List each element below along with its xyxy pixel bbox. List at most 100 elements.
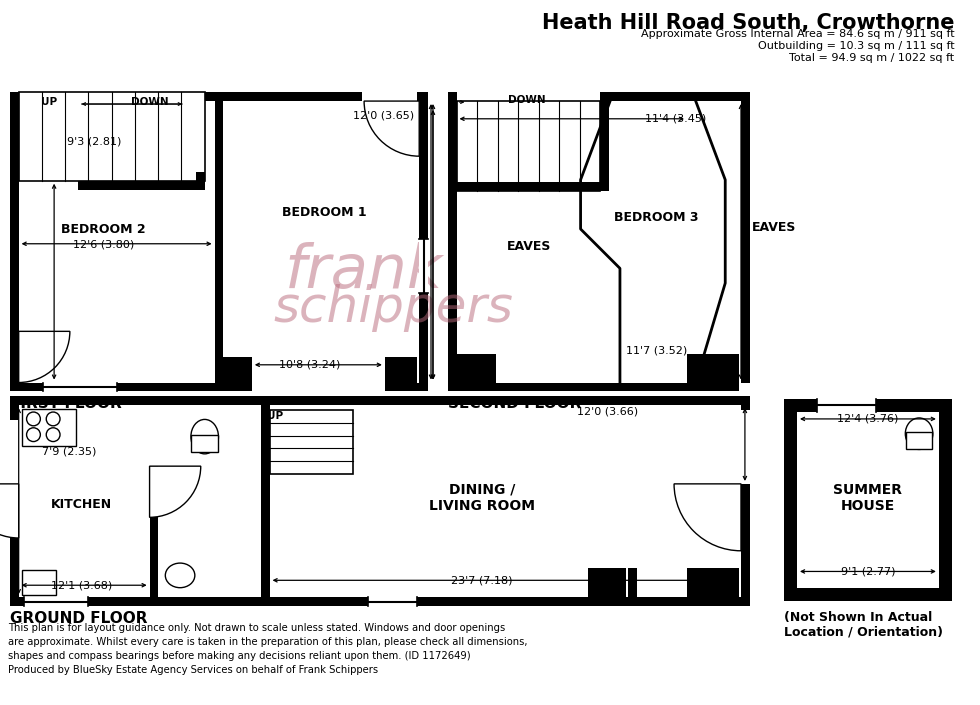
Bar bbox=[10, 92, 428, 391]
Bar bbox=[448, 182, 457, 190]
Bar bbox=[601, 101, 610, 190]
Text: 9'3 (2.81): 9'3 (2.81) bbox=[67, 137, 122, 147]
Bar bbox=[784, 399, 952, 601]
Bar bbox=[252, 383, 385, 391]
Bar bbox=[739, 383, 768, 391]
Bar bbox=[19, 180, 205, 190]
Text: 12'6 (3.80): 12'6 (3.80) bbox=[73, 240, 134, 250]
Text: This plan is for layout guidance only. Not drawn to scale unless stated. Windows: This plan is for layout guidance only. N… bbox=[8, 623, 527, 675]
Bar bbox=[19, 180, 77, 190]
Bar bbox=[24, 597, 87, 606]
Bar bbox=[457, 92, 601, 101]
Text: EAVES: EAVES bbox=[508, 240, 552, 253]
Bar bbox=[687, 354, 739, 391]
Bar bbox=[419, 239, 428, 293]
Bar bbox=[784, 399, 797, 601]
Text: DOWN: DOWN bbox=[508, 95, 545, 105]
Wedge shape bbox=[19, 331, 70, 383]
Bar bbox=[628, 568, 637, 606]
Bar bbox=[19, 331, 22, 333]
Bar bbox=[222, 357, 252, 391]
Bar bbox=[385, 357, 417, 391]
Bar bbox=[368, 597, 417, 606]
Text: 23'7 (7.18): 23'7 (7.18) bbox=[452, 575, 513, 585]
Bar bbox=[784, 588, 952, 601]
Text: SECOND FLOOR: SECOND FLOOR bbox=[448, 396, 581, 411]
Bar bbox=[457, 101, 601, 190]
Bar bbox=[448, 92, 457, 391]
Bar bbox=[448, 383, 750, 391]
Bar bbox=[19, 92, 205, 180]
Text: 11'4 (3.45): 11'4 (3.45) bbox=[645, 114, 706, 124]
Text: DOWN: DOWN bbox=[130, 97, 169, 107]
Bar bbox=[741, 92, 750, 391]
Bar bbox=[457, 182, 601, 190]
Bar bbox=[448, 92, 486, 101]
Ellipse shape bbox=[166, 563, 195, 588]
Bar bbox=[270, 410, 353, 474]
Bar bbox=[588, 568, 626, 606]
Bar bbox=[10, 101, 19, 180]
Wedge shape bbox=[150, 466, 201, 517]
Text: FIRST FLOOR: FIRST FLOOR bbox=[10, 396, 122, 411]
Bar bbox=[10, 383, 428, 391]
Text: BEDROOM 1: BEDROOM 1 bbox=[282, 206, 368, 219]
Text: 7'9 (2.35): 7'9 (2.35) bbox=[42, 446, 97, 456]
Bar bbox=[150, 421, 159, 606]
Bar bbox=[363, 92, 417, 101]
Bar bbox=[448, 92, 750, 101]
Bar bbox=[448, 354, 496, 391]
Text: schippers: schippers bbox=[273, 283, 514, 332]
Bar bbox=[261, 396, 270, 606]
Circle shape bbox=[26, 412, 40, 426]
Bar bbox=[448, 92, 750, 391]
Bar bbox=[687, 568, 739, 606]
Text: 9'1 (2.77): 9'1 (2.77) bbox=[841, 566, 895, 577]
Bar bbox=[741, 396, 750, 606]
Text: (Not Shown In Actual
Location / Orientation): (Not Shown In Actual Location / Orientat… bbox=[784, 611, 944, 639]
Bar bbox=[10, 597, 750, 606]
Bar bbox=[43, 383, 117, 391]
Text: 10'8 (3.24): 10'8 (3.24) bbox=[279, 360, 341, 370]
Bar bbox=[10, 396, 750, 405]
Text: BEDROOM 3: BEDROOM 3 bbox=[614, 211, 699, 223]
Text: Approximate Gross Internal Area = 84.6 sq m / 911 sq ft: Approximate Gross Internal Area = 84.6 s… bbox=[641, 29, 955, 39]
Bar bbox=[196, 172, 205, 180]
Text: UP: UP bbox=[268, 411, 283, 421]
Text: Total = 94.9 sq m / 1022 sq ft: Total = 94.9 sq m / 1022 sq ft bbox=[790, 53, 955, 63]
Ellipse shape bbox=[191, 419, 219, 454]
Text: 12'1 (3.68): 12'1 (3.68) bbox=[51, 580, 113, 590]
Bar bbox=[10, 92, 428, 101]
Text: BEDROOM 2: BEDROOM 2 bbox=[61, 223, 146, 235]
Circle shape bbox=[26, 428, 40, 441]
Bar bbox=[10, 92, 19, 391]
Bar bbox=[784, 399, 952, 412]
Text: 12'4 (3.76): 12'4 (3.76) bbox=[837, 414, 899, 424]
Text: UP: UP bbox=[41, 97, 57, 107]
Text: Heath Hill Road South, Crowthorne: Heath Hill Road South, Crowthorne bbox=[542, 13, 955, 32]
Bar bbox=[741, 410, 750, 484]
Bar bbox=[22, 570, 56, 595]
Text: 12'0 (3.66): 12'0 (3.66) bbox=[576, 406, 638, 416]
Bar bbox=[816, 399, 876, 412]
Bar bbox=[150, 407, 159, 466]
Bar bbox=[702, 92, 741, 101]
Bar bbox=[10, 396, 750, 606]
Text: frank: frank bbox=[285, 242, 443, 301]
Bar bbox=[939, 399, 952, 601]
Bar bbox=[419, 92, 428, 391]
Text: Outbuilding = 10.3 sq m / 111 sq ft: Outbuilding = 10.3 sq m / 111 sq ft bbox=[758, 41, 955, 51]
Text: GROUND FLOOR: GROUND FLOOR bbox=[10, 611, 147, 626]
Bar bbox=[215, 92, 223, 391]
Text: DINING /
LIVING ROOM: DINING / LIVING ROOM bbox=[429, 482, 535, 513]
Bar bbox=[19, 92, 205, 101]
Bar bbox=[22, 409, 75, 446]
Text: EAVES: EAVES bbox=[753, 221, 797, 233]
Text: SUMMER
HOUSE: SUMMER HOUSE bbox=[833, 482, 903, 513]
Wedge shape bbox=[365, 101, 419, 157]
Text: KITCHEN: KITCHEN bbox=[51, 498, 113, 511]
Text: 11'7 (3.52): 11'7 (3.52) bbox=[626, 345, 687, 355]
Ellipse shape bbox=[906, 418, 933, 449]
Wedge shape bbox=[0, 484, 19, 538]
Bar bbox=[10, 396, 19, 606]
